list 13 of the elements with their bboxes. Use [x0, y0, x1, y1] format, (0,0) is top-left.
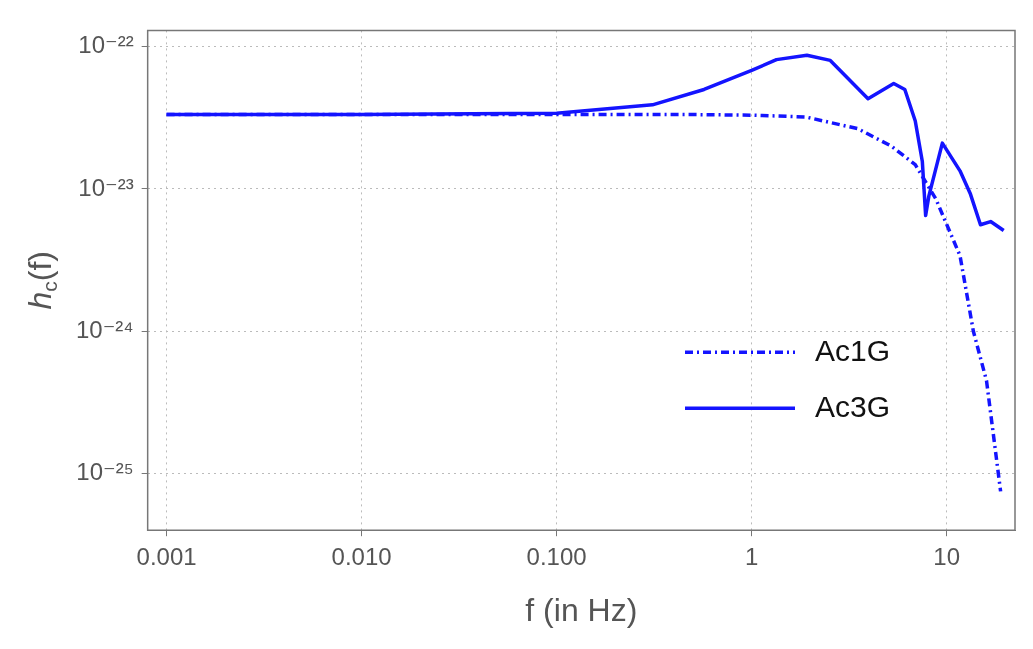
y-tick-label: 10⁻²⁵ — [76, 458, 134, 486]
x-tick-label: 0.100 — [526, 543, 587, 571]
y-tick-label: 10⁻²² — [78, 31, 134, 59]
legend-label: Ac3G — [815, 389, 891, 423]
x-tick-label: 10 — [933, 543, 961, 571]
x-tick-label: 0.001 — [136, 543, 197, 571]
x-axis-title: f (in Hz) — [525, 592, 638, 629]
x-tick-label: 0.010 — [331, 543, 392, 571]
x-tick-label: 1 — [744, 543, 759, 571]
y-axis-title: hc(f) — [21, 251, 62, 310]
y-tick-label: 10⁻²³ — [78, 173, 134, 201]
y-tick-label: 10⁻²⁴ — [76, 315, 134, 343]
legend-label: Ac1G — [815, 333, 891, 367]
